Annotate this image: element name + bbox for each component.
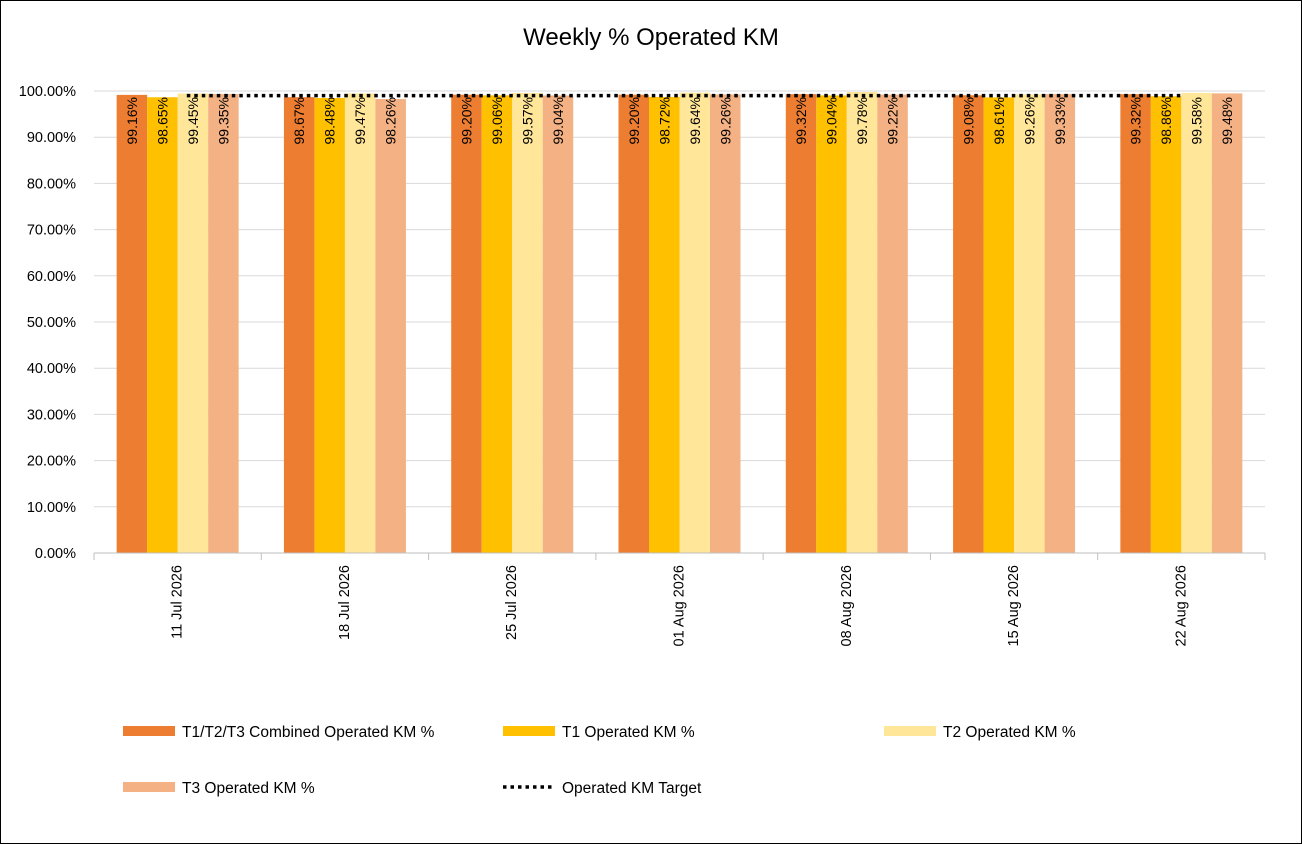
bar-data-label: 99.32% (1128, 97, 1144, 144)
y-tick-label: 30.00% (27, 407, 76, 423)
bar (983, 97, 1015, 553)
bar-data-label: 99.48% (1219, 97, 1235, 144)
bar (208, 94, 239, 554)
bar-data-label: 99.20% (458, 97, 474, 144)
y-tick-label: 70.00% (27, 223, 76, 239)
chart-title: Weekly % Operated KM (523, 24, 779, 51)
bar (451, 94, 482, 554)
bar (816, 95, 847, 553)
x-axis (93, 552, 1266, 560)
bar (542, 95, 574, 553)
bar-data-label: 99.45% (185, 97, 201, 144)
bar (679, 92, 710, 553)
legend-label: T2 Operated KM % (943, 724, 1076, 741)
y-axis-ticks: 0.00% 10.00% 20.00% 30.00% 40.00% 50.00% 60.00… (19, 84, 76, 562)
bar-data-label: 99.06% (489, 97, 505, 144)
bar-data-label: 99.32% (793, 97, 809, 144)
legend-swatch (503, 726, 555, 736)
bar-data-label: 99.33% (1052, 97, 1068, 144)
bar-data-label: 99.08% (960, 97, 976, 144)
x-tick-label: 25 Jul 2026 (504, 565, 520, 640)
bar (344, 93, 376, 553)
bar (618, 94, 649, 554)
bar-data-label: 99.04% (550, 97, 566, 144)
x-tick-label: 11 Jul 2026 (170, 565, 186, 639)
y-tick-label: 100.00% (19, 84, 76, 100)
bar (147, 97, 178, 553)
bar-data-label: 99.16% (124, 97, 140, 144)
bar-data-label: 99.22% (885, 97, 901, 144)
bar (1120, 94, 1151, 553)
bar (785, 94, 817, 553)
bar (846, 92, 878, 553)
bar (1211, 93, 1243, 553)
bar-data-label: 98.48% (322, 97, 338, 144)
legend-label: T3 Operated KM % (182, 780, 315, 797)
x-tick-label: 18 Jul 2026 (337, 565, 353, 640)
bar-data-label: 99.04% (824, 97, 840, 144)
y-tick-label: 50.00% (27, 315, 76, 331)
bar-data-label: 99.26% (717, 97, 733, 144)
bar (710, 94, 741, 554)
bar (116, 94, 148, 553)
bar (1044, 94, 1076, 553)
bar (314, 98, 345, 553)
legend-swatch (123, 726, 175, 736)
legend-label: T1/T2/T3 Combined Operated KM % (182, 724, 435, 741)
y-tick-label: 60.00% (27, 269, 76, 285)
bar (1181, 92, 1212, 553)
bar (953, 95, 984, 553)
bar-data-label: 98.65% (154, 97, 170, 144)
x-tick-label: 08 Aug 2026 (839, 565, 855, 646)
bar (283, 97, 315, 554)
bar-data-label: 98.67% (291, 97, 307, 144)
bar-data-label: 99.57% (519, 97, 535, 144)
bar-data-label: 99.35% (215, 97, 231, 144)
y-tick-label: 40.00% (27, 361, 76, 377)
x-tick-label: 15 Aug 2026 (1006, 565, 1022, 646)
bars (116, 92, 1243, 554)
bar (375, 99, 406, 553)
x-axis-ticks: 11 Jul 2026 18 Jul 2026 25 Jul 2026 01 Aug … (170, 565, 1190, 646)
y-tick-label: 90.00% (27, 130, 76, 146)
bar-data-label: 98.61% (991, 97, 1007, 144)
x-tick-label: 01 Aug 2026 (672, 565, 688, 646)
bar-data-label: 99.64% (687, 97, 703, 144)
bar-data-label: 99.47% (352, 97, 368, 144)
y-tick-label: 0.00% (35, 546, 76, 562)
bar (877, 94, 908, 553)
bar-data-label: 99.78% (854, 97, 870, 144)
bar-data-label: 98.86% (1158, 97, 1174, 144)
bar (649, 96, 680, 553)
legend-label: T1 Operated KM % (562, 724, 695, 741)
y-tick-label: 10.00% (27, 500, 76, 516)
legend-swatch (884, 726, 936, 736)
bar-data-label: 99.20% (626, 97, 642, 144)
bar (1150, 96, 1182, 554)
bar-data-labels: 99.16% 98.65% 99.45% 99.35% 98.67% 98.48% 99.4… (124, 97, 1235, 144)
bar-data-label: 98.72% (656, 97, 672, 144)
legend: T1/T2/T3 Combined Operated KM % T1 Operat… (123, 724, 1076, 797)
bar (512, 92, 543, 553)
legend-label: Operated KM Target (562, 780, 702, 797)
bar-data-label: 98.26% (383, 97, 399, 144)
x-tick-label: 22 Aug 2026 (1173, 565, 1189, 646)
y-tick-label: 80.00% (27, 176, 76, 192)
bar (177, 93, 209, 553)
bar-data-label: 99.26% (1021, 97, 1037, 144)
bar (1014, 94, 1045, 554)
y-tick-label: 20.00% (27, 454, 76, 470)
legend-swatch (123, 782, 175, 792)
bar (481, 95, 513, 553)
bar-data-label: 99.58% (1189, 97, 1205, 144)
